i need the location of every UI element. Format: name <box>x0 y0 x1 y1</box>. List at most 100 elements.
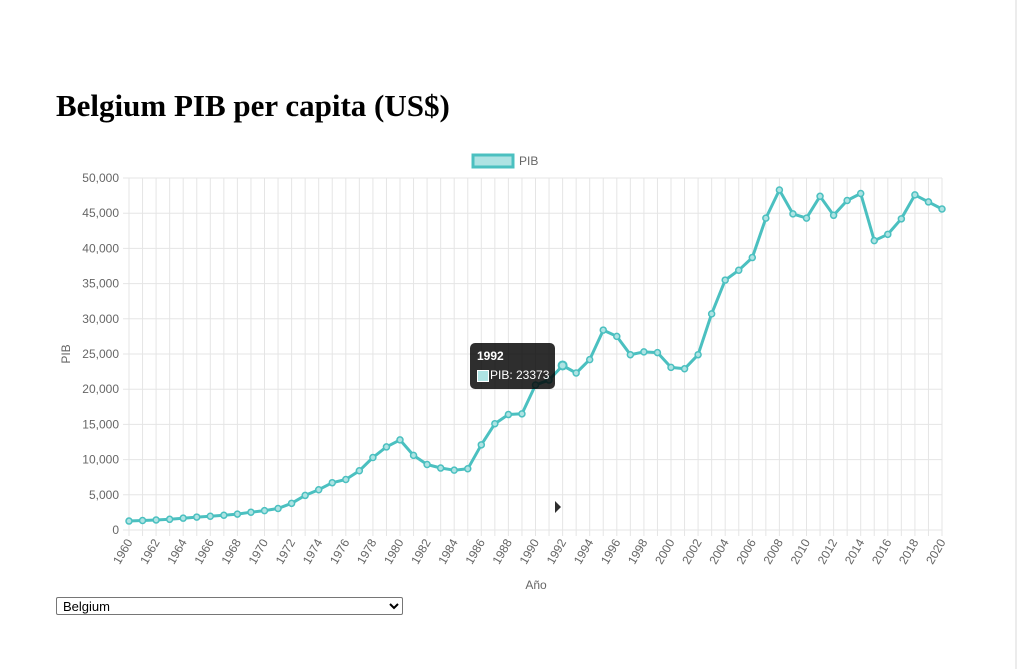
data-point[interactable] <box>165 515 174 524</box>
x-tick-label: 1976 <box>327 536 353 566</box>
data-point[interactable] <box>491 419 499 428</box>
country-select[interactable]: Belgium <box>56 597 403 615</box>
x-tick-label: 1970 <box>246 536 272 566</box>
data-point[interactable] <box>667 363 675 372</box>
data-point[interactable] <box>870 236 878 245</box>
data-point[interactable] <box>626 350 635 359</box>
x-tick-label: 1990 <box>517 536 543 566</box>
y-axis-ticks: 0 5,000 10,000 15,000 20,000 25,000 30,000 35,0… <box>82 171 119 537</box>
y-tick-label: 45,000 <box>82 206 119 220</box>
data-point[interactable] <box>382 443 391 451</box>
data-point[interactable] <box>694 350 702 359</box>
x-tick-label: 1996 <box>598 536 624 566</box>
data-point[interactable] <box>436 464 445 472</box>
data-point[interactable] <box>450 466 458 474</box>
data-point[interactable] <box>897 215 906 223</box>
data-point[interactable] <box>423 460 431 469</box>
x-tick-label: 1960 <box>110 536 136 566</box>
data-point[interactable] <box>328 478 336 487</box>
data-point[interactable] <box>369 453 377 462</box>
data-point[interactable] <box>152 516 160 524</box>
page-title: Belgium PIB per capita (US$) <box>56 88 450 123</box>
data-point[interactable] <box>748 253 757 262</box>
y-tick-label: 0 <box>112 523 119 537</box>
data-point[interactable] <box>477 441 486 449</box>
data-point[interactable] <box>721 276 729 284</box>
data-point[interactable] <box>762 214 770 222</box>
y-tick-label: 40,000 <box>82 241 119 255</box>
data-point[interactable] <box>247 508 255 516</box>
data-point[interactable] <box>680 365 689 373</box>
x-tick-label: 1992 <box>544 536 570 566</box>
x-tick-label: 1986 <box>462 536 488 566</box>
data-point[interactable] <box>924 198 933 206</box>
x-tick-label: 1978 <box>354 536 380 566</box>
x-tick-label: 1966 <box>191 536 217 566</box>
data-point[interactable] <box>342 475 350 484</box>
data-point[interactable] <box>789 210 797 218</box>
data-point[interactable] <box>599 326 607 334</box>
x-tick-label: 1964 <box>164 536 190 566</box>
x-tick-label: 2006 <box>733 536 759 566</box>
y-axis-label: PIB <box>59 344 73 363</box>
data-point[interactable] <box>125 517 133 525</box>
chart-legend[interactable]: PIB <box>471 153 538 169</box>
legend-label: PIB <box>519 154 538 168</box>
y-tick-label: 35,000 <box>82 277 119 291</box>
data-point[interactable] <box>938 205 946 213</box>
line-chart: PIB 0 5,000 10,000 15,000 20,000 25,000 30,000… <box>59 153 949 592</box>
data-point[interactable] <box>640 348 648 356</box>
data-point[interactable] <box>572 369 580 377</box>
data-point[interactable] <box>735 266 743 274</box>
data-point[interactable] <box>613 332 621 341</box>
data-point[interactable] <box>138 516 147 525</box>
data-point[interactable] <box>518 410 526 418</box>
data-point[interactable] <box>233 510 242 518</box>
data-point[interactable] <box>287 499 296 508</box>
x-tick-label: 1974 <box>300 536 326 566</box>
data-point[interactable] <box>193 513 201 521</box>
data-point[interactable] <box>816 192 824 201</box>
data-point[interactable] <box>911 191 919 199</box>
x-tick-label: 1994 <box>571 536 597 566</box>
data-point[interactable] <box>314 485 323 494</box>
data-point[interactable] <box>409 451 418 460</box>
data-point[interactable] <box>585 355 594 364</box>
data-point[interactable] <box>206 512 215 520</box>
tooltip-caret <box>555 501 561 513</box>
data-point[interactable] <box>884 230 892 239</box>
data-point[interactable] <box>260 506 269 515</box>
data-point[interactable] <box>396 436 404 444</box>
data-point[interactable] <box>179 514 187 522</box>
data-point[interactable] <box>274 504 282 513</box>
data-point[interactable] <box>355 466 364 475</box>
data-point[interactable] <box>653 348 662 357</box>
x-tick-label: 1962 <box>137 536 163 566</box>
x-tick-label: 1982 <box>408 536 434 566</box>
x-axis-ticks: 1960 1962 1964 1966 1968 1970 1972 1974 1976 1978… <box>110 536 949 566</box>
data-point[interactable] <box>707 310 716 318</box>
x-tick-label: 1988 <box>490 536 516 566</box>
x-tick-label: 2000 <box>652 536 678 566</box>
y-tick-label: 25,000 <box>82 347 119 361</box>
scrollbar-edge <box>1015 0 1017 669</box>
data-point[interactable] <box>829 211 838 220</box>
data-point[interactable] <box>504 410 513 419</box>
data-point[interactable] <box>856 189 865 198</box>
data-point[interactable] <box>557 360 568 371</box>
data-point[interactable] <box>775 186 784 194</box>
x-axis-label: Año <box>525 578 547 592</box>
data-point[interactable] <box>464 465 472 473</box>
x-tick-label: 2008 <box>761 536 787 566</box>
y-tick-label: 30,000 <box>82 312 119 326</box>
data-point[interactable] <box>301 491 309 500</box>
tooltip-body: PIB: 23373 <box>490 368 550 382</box>
chart-container: PIB 0 5,000 10,000 15,000 20,000 25,000 30,000… <box>0 140 1017 595</box>
data-point[interactable] <box>802 214 811 222</box>
x-tick-label: 2018 <box>896 536 922 566</box>
data-point[interactable] <box>220 511 228 519</box>
x-tick-label: 1980 <box>381 536 407 566</box>
legend-swatch <box>471 153 515 169</box>
data-point[interactable] <box>843 196 851 205</box>
x-tick-label: 1998 <box>625 536 651 566</box>
